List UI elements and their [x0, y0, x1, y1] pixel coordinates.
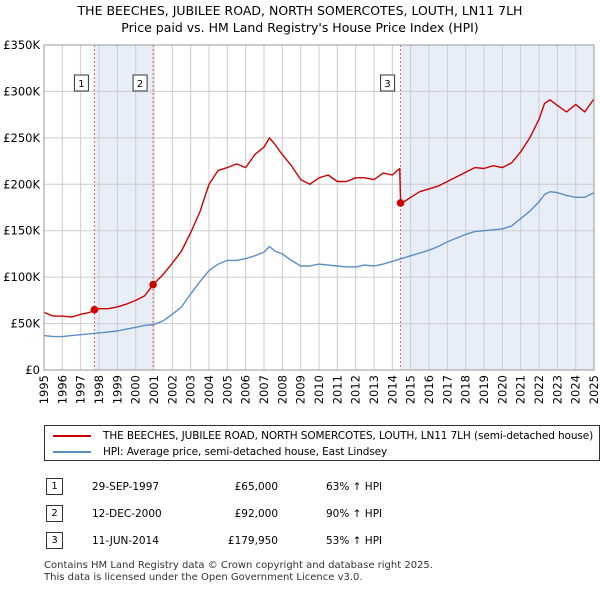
legend-item-hpi: HPI: Average price, semi-detached house,… — [53, 444, 387, 460]
x-tick-label: 2013 — [367, 375, 381, 404]
x-tick-label: 1998 — [92, 375, 106, 404]
x-tick-label: 2018 — [459, 375, 473, 404]
sale-point-2 — [149, 280, 157, 289]
legend-label-hpi: HPI: Average price, semi-detached house,… — [103, 446, 388, 458]
footer-licence: This data is licensed under the Open Gov… — [44, 572, 363, 583]
sale-label-2: 2 — [137, 79, 143, 90]
x-tick-label: 2022 — [532, 375, 546, 404]
legend-swatch-hpi — [53, 451, 91, 453]
shaded-region-1 — [94, 45, 154, 370]
transaction-price: £179,950 — [227, 534, 278, 547]
y-tick-label: £50K — [11, 317, 41, 331]
x-tick-label: 2007 — [257, 375, 271, 404]
sale-label-3: 3 — [384, 79, 390, 90]
x-tick-label: 1996 — [55, 375, 69, 404]
x-tick-label: 2000 — [129, 375, 143, 404]
plot-border — [43, 44, 595, 371]
sale-label-box-3 — [380, 74, 396, 92]
chart-title-line2: Price paid vs. HM Land Registry's House … — [121, 20, 479, 35]
x-tick-label: 2005 — [220, 375, 234, 404]
table-row: 3 11-JUN-2014 £179,950 53% ↑ HPI — [44, 527, 426, 554]
x-tick-label: 2019 — [477, 375, 491, 404]
y-tick-label: £200K — [3, 177, 40, 191]
x-tick-label: 2014 — [385, 375, 399, 404]
x-tick-label: 1999 — [110, 375, 124, 404]
table-row: 2 12-DEC-2000 £92,000 90% ↑ HPI — [44, 500, 426, 527]
x-tick-label: 1997 — [74, 375, 88, 404]
transaction-date: 29-SEP-1997 — [92, 480, 160, 493]
x-tick-label: 2003 — [184, 375, 198, 404]
sale-label-box-1 — [73, 74, 89, 92]
transaction-date: 11-JUN-2014 — [92, 534, 159, 547]
transaction-hpi: 53% ↑ HPI — [326, 534, 383, 547]
x-tick-label: 1995 — [37, 375, 51, 404]
transaction-hpi: 63% ↑ HPI — [326, 480, 383, 493]
x-tick-label: 2024 — [569, 375, 583, 404]
transaction-date: 12-DEC-2000 — [92, 507, 162, 520]
x-tick-label: 2025 — [587, 375, 600, 404]
x-tick-label: 2008 — [275, 375, 289, 404]
transaction-price: £92,000 — [234, 507, 278, 520]
transaction-number: 2 — [46, 505, 63, 522]
transactions-table: 1 29-SEP-1997 £65,000 63% ↑ HPI 2 12-DEC… — [44, 473, 426, 554]
x-tick-label: 2021 — [514, 375, 528, 404]
sale-point-1 — [90, 305, 99, 314]
x-tick-label: 2009 — [294, 375, 308, 404]
chart-title-line1: THE BEECHES, JUBILEE ROAD, NORTH SOMERCO… — [77, 3, 523, 18]
sale-label-1: 1 — [78, 79, 84, 90]
series-line-property — [43, 98, 595, 318]
x-tick-label: 2023 — [550, 375, 564, 404]
y-tick-label: £350K — [3, 38, 40, 52]
transaction-number: 1 — [46, 478, 63, 495]
shaded-region-2 — [400, 45, 594, 370]
transaction-price: £65,000 — [234, 480, 278, 493]
table-row: 1 29-SEP-1997 £65,000 63% ↑ HPI — [44, 473, 426, 500]
x-tick-label: 2002 — [165, 375, 179, 404]
series-line-hpi — [43, 191, 595, 338]
x-tick-label: 2001 — [147, 375, 161, 404]
y-tick-label: £150K — [3, 224, 40, 238]
x-tick-label: 2004 — [202, 375, 216, 404]
legend-item-property: THE BEECHES, JUBILEE ROAD, NORTH SOMERCO… — [53, 428, 593, 444]
transaction-number: 3 — [46, 532, 63, 549]
transaction-hpi: 90% ↑ HPI — [326, 507, 383, 520]
y-tick-label: £0 — [25, 363, 40, 377]
legend-swatch-property — [53, 435, 91, 437]
legend: THE BEECHES, JUBILEE ROAD, NORTH SOMERCO… — [44, 425, 600, 461]
footer: Contains HM Land Registry data © Crown c… — [44, 560, 433, 584]
y-tick-label: £100K — [3, 270, 40, 284]
chart-title: THE BEECHES, JUBILEE ROAD, NORTH SOMERCO… — [0, 2, 600, 36]
x-tick-label: 2015 — [404, 375, 418, 404]
sale-point-3 — [396, 199, 405, 207]
x-tick-label: 2006 — [239, 375, 253, 404]
x-tick-label: 2017 — [440, 375, 454, 404]
sale-label-box-2 — [132, 74, 148, 92]
x-tick-label: 2016 — [422, 375, 436, 404]
x-tick-label: 2012 — [349, 375, 363, 404]
x-tick-label: 2011 — [330, 375, 344, 404]
legend-label-property: THE BEECHES, JUBILEE ROAD, NORTH SOMERCO… — [103, 430, 594, 442]
x-tick-label: 2010 — [312, 375, 326, 404]
x-tick-label: 2020 — [495, 375, 509, 404]
y-tick-label: £250K — [3, 131, 40, 145]
price-chart: 1 2 3 £0 £50K £100K £150K £200K £250K £300K £350K 1… — [3, 38, 600, 404]
footer-copyright: Contains HM Land Registry data © Crown c… — [44, 560, 433, 571]
y-tick-label: £300K — [3, 84, 40, 98]
